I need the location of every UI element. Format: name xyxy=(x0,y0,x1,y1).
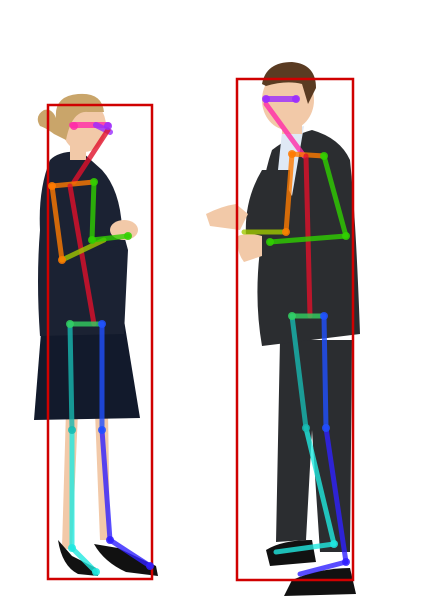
man-right-shoe xyxy=(284,568,356,596)
bone-r-upperarm xyxy=(89,179,97,243)
skeleton-man xyxy=(241,95,350,577)
bone-neck xyxy=(71,127,111,185)
man-trousers xyxy=(276,340,352,552)
woman-figure xyxy=(34,93,158,576)
woman-right-shoe xyxy=(94,544,158,576)
bone-l-thigh xyxy=(67,321,75,433)
joint xyxy=(68,544,76,552)
bone-r-shin xyxy=(323,425,349,565)
bone-r-thigh xyxy=(321,313,329,431)
man-hair xyxy=(262,62,316,104)
bone-l-upperarm xyxy=(283,151,295,235)
joint xyxy=(146,562,154,570)
joint xyxy=(98,320,106,328)
bone-neck xyxy=(263,101,307,159)
joint xyxy=(342,232,350,240)
woman-skirt xyxy=(34,320,140,420)
bone-spine xyxy=(303,153,313,319)
joint xyxy=(68,426,76,434)
bone-r-shin xyxy=(99,427,113,543)
joint xyxy=(58,256,66,264)
bone-r-upperarm xyxy=(321,153,349,239)
man-arm xyxy=(245,170,290,242)
bone-l-upperarm xyxy=(49,183,65,263)
joint xyxy=(106,536,114,544)
joint xyxy=(124,232,132,240)
skeleton-woman xyxy=(48,122,154,576)
joint xyxy=(70,122,78,130)
bone-l-thigh xyxy=(289,313,309,431)
joint xyxy=(320,312,328,320)
bbox-man xyxy=(235,77,355,582)
joints-woman xyxy=(48,122,154,576)
bone-l-foot xyxy=(273,541,337,555)
bone-r-foot xyxy=(107,537,153,569)
joint xyxy=(320,152,328,160)
joint xyxy=(88,236,96,244)
bone-spine xyxy=(67,183,97,327)
joint xyxy=(288,150,296,158)
man-left-shoe xyxy=(266,540,316,566)
man-hand-lower xyxy=(237,234,262,262)
joint xyxy=(262,95,270,103)
bone-l-foot xyxy=(69,545,99,575)
joint xyxy=(282,228,290,236)
joint xyxy=(266,238,274,246)
joint xyxy=(288,312,296,320)
joint xyxy=(66,320,74,328)
bone-l-forearm xyxy=(59,237,107,263)
joint xyxy=(322,424,330,432)
joint xyxy=(48,182,56,190)
bone-shoulders xyxy=(49,179,97,189)
bone-r-foot xyxy=(297,559,349,577)
joint xyxy=(92,568,100,576)
joints-man xyxy=(262,95,350,566)
bone-r-forearm xyxy=(267,233,349,245)
joint xyxy=(292,95,300,103)
joint xyxy=(342,558,350,566)
bone-l-shin xyxy=(303,425,337,547)
man-hand-upper xyxy=(206,204,248,230)
joint xyxy=(98,426,106,434)
joint xyxy=(90,178,98,186)
joint xyxy=(330,540,338,548)
joint xyxy=(104,122,112,130)
joint xyxy=(302,424,310,432)
bone-r-forearm xyxy=(89,233,131,243)
bbox-woman xyxy=(46,103,154,581)
